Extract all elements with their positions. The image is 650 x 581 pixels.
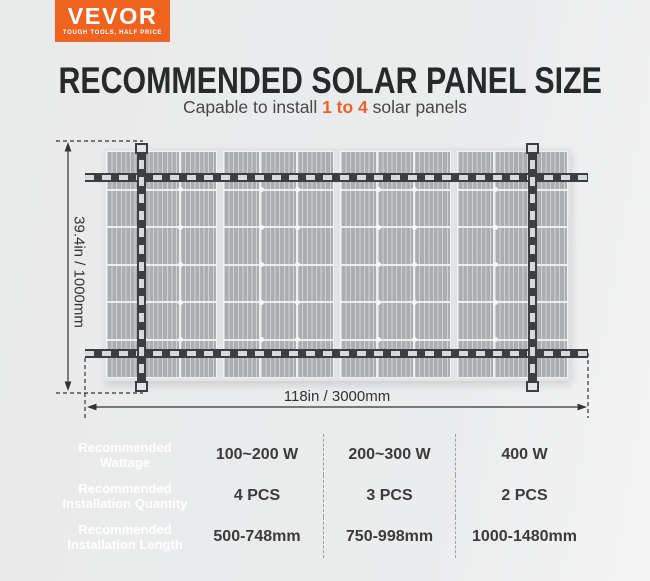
subtitle-suffix: solar panels [367, 97, 468, 117]
cell-row-divider [107, 301, 216, 303]
connector-dot [412, 337, 418, 342]
connector-dot [375, 337, 381, 342]
table-row-label: Recommended Installation Quantity [59, 475, 191, 516]
connector-dot [492, 224, 498, 230]
connector-dot [492, 337, 498, 342]
cell-row-divider [341, 301, 450, 303]
bracket-end-cap [526, 143, 539, 154]
page-title: RECOMMENDED SOLAR PANEL SIZE [58, 60, 602, 101]
table-cell: 200~300 W [323, 434, 455, 476]
connector-dot [295, 337, 301, 342]
height-dimension-label: 39.4in / 1000mm [70, 216, 88, 328]
brand-name: VEVOR [67, 3, 158, 29]
connector-dot [375, 262, 381, 267]
cell-row-divider [458, 226, 567, 228]
solar-panel [107, 152, 216, 377]
table-row-label: Recommended Installation Length [59, 517, 191, 558]
connector-dot [492, 187, 498, 192]
cell-row-divider [224, 188, 333, 191]
connector-dot [178, 337, 184, 342]
connector-dot [258, 262, 264, 267]
connector-dot [375, 299, 381, 305]
table-cell: 750-998mm [323, 516, 455, 558]
table-cell: 100~200 W [215, 445, 299, 463]
cell-row-divider [341, 188, 450, 191]
cell-row-divider [458, 301, 567, 303]
cell-row-divider [224, 263, 333, 266]
connector-dot [412, 187, 418, 192]
subtitle-prefix: Capable to install [182, 97, 323, 117]
connector-dot [295, 262, 301, 267]
connector-dot [178, 299, 184, 305]
vevor-logo: VEVOR TOUGH TOOLS, HALF PRICE [55, 0, 170, 42]
table-cell: 3 PCS [323, 475, 455, 517]
mounting-rail-top [85, 173, 588, 182]
cell-row-divider [341, 263, 450, 266]
cell-row-divider [224, 301, 333, 303]
label-line: Installation Quantity [62, 495, 188, 511]
connector-dot [178, 187, 184, 192]
table-row-label: Recommended Wattage [59, 434, 191, 475]
brand-tagline: TOUGH TOOLS, HALF PRICE [62, 30, 163, 36]
cell-row-divider [341, 226, 450, 228]
solar-panel [458, 152, 567, 377]
connector-dot [258, 299, 264, 305]
mounting-rail-bottom [85, 349, 588, 358]
cell-row-divider [458, 188, 567, 191]
connector-dot [258, 187, 264, 192]
solar-panel [341, 152, 450, 377]
label-line: Wattage [99, 454, 151, 470]
cell-row-divider [107, 263, 216, 266]
connector-dot [412, 224, 418, 230]
label-line: Recommended [78, 480, 172, 496]
cell-row-divider [107, 338, 216, 341]
cell-row-divider [341, 338, 450, 341]
connector-dot [492, 299, 498, 305]
connector-dot [295, 224, 301, 230]
label-line: Recommended [78, 439, 172, 455]
spec-table: Recommended Wattage 100~200 W 200~300 W … [59, 434, 593, 558]
bracket-end-cap [526, 381, 539, 392]
cell-row-divider [458, 338, 567, 341]
label-line: Installation Length [67, 537, 183, 553]
cell-row-divider [107, 188, 216, 191]
connector-dot [375, 224, 381, 230]
table-cell: 4 PCS [233, 486, 281, 504]
connector-dot [412, 299, 418, 305]
cell-row-divider [224, 226, 333, 228]
page-subtitle: Capable to install 1 to 4 solar panels [0, 97, 650, 118]
connector-dot [258, 224, 264, 230]
cell-row-divider [224, 338, 333, 341]
table-cell: 400 W [455, 434, 593, 476]
connector-dot [258, 337, 264, 342]
table-cell: 2 PCS [455, 475, 593, 517]
connector-dot [295, 299, 301, 305]
subtitle-highlight: 1 to 4 [322, 97, 368, 117]
connector-dot [375, 187, 381, 192]
table-cell: 500-748mm [213, 528, 301, 546]
connector-dot [178, 262, 184, 267]
connector-dot [492, 262, 498, 267]
label-line: Recommended [78, 522, 172, 538]
connector-dot [178, 224, 184, 230]
mounting-bracket-left [137, 143, 146, 392]
bracket-end-cap [135, 381, 148, 392]
connector-dot [412, 262, 418, 267]
mounting-bracket-right [528, 143, 537, 392]
bracket-end-cap [135, 143, 148, 154]
cell-row-divider [458, 263, 567, 266]
table-cell: 1000-1480mm [455, 516, 593, 558]
cell-row-divider [107, 226, 216, 228]
connector-dot [295, 187, 301, 192]
width-dimension-label: 118in / 3000mm [283, 388, 391, 405]
solar-panel [224, 152, 333, 377]
